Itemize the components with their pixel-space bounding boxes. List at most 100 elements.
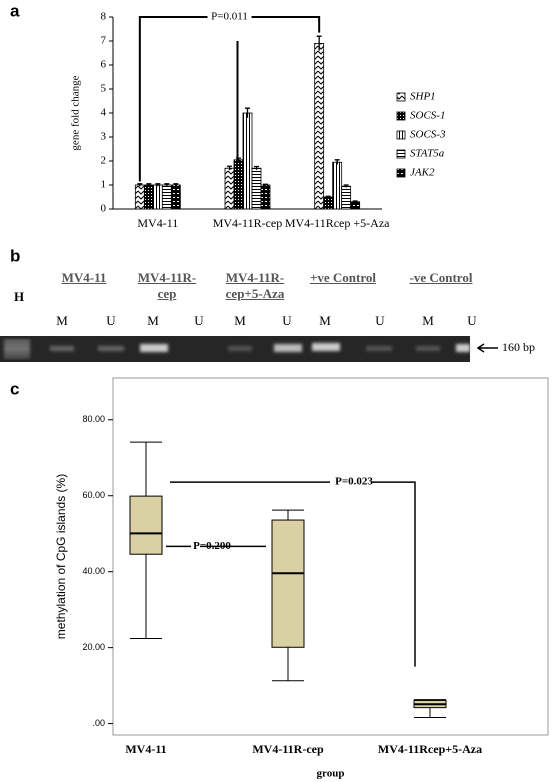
y-tick-label: 3 [101, 131, 107, 143]
x-tick-label: MV4-11 [125, 742, 166, 756]
y-tick-label: 2 [101, 155, 107, 167]
band-arrow [476, 343, 498, 353]
box [129, 495, 163, 555]
gel-group-label: +ve Control [309, 270, 377, 285]
error-bar [352, 200, 358, 203]
whisker-high [272, 509, 304, 521]
lane-label: M [319, 313, 331, 328]
x-tick-label: MV4-11Rcep +5-Aza [285, 216, 390, 230]
legend-label: JAK2 [410, 167, 435, 179]
error-bar [334, 159, 340, 165]
legend-swatch [396, 149, 406, 159]
annotation-bg [207, 10, 252, 24]
plot-frame [112, 377, 549, 736]
lane-label: U [375, 313, 385, 328]
band-size: 160 bp [502, 340, 535, 354]
lane-label: M [234, 313, 246, 328]
lane-label: U [106, 313, 116, 328]
bar [314, 43, 325, 210]
annotation: P=0.200 [193, 540, 231, 552]
x-tick-label: MV4-11Rcep+5-Aza [378, 742, 482, 756]
x-tick-label: MV4-11 [137, 216, 178, 230]
bar [242, 112, 253, 210]
y-tick-label: 60.00 [82, 490, 105, 500]
bar [341, 185, 352, 210]
legend-label: STAT5a [410, 148, 445, 160]
lane-label: U [467, 313, 477, 328]
lane-label: U [282, 313, 292, 328]
ladder-label: H [14, 289, 24, 304]
y-axis-label: gene fold change [70, 75, 82, 150]
whisker-high [130, 441, 162, 497]
gel-group-label: -ve Control [409, 270, 473, 285]
gel-image [0, 336, 470, 362]
bracket [138, 16, 321, 182]
gel-group-label: MV4-11R-cep [137, 270, 197, 301]
bar [161, 184, 172, 210]
lane-label: M [422, 313, 434, 328]
whisker-low [414, 707, 446, 719]
bracket [170, 481, 416, 667]
y-tick-label: 20.00 [82, 642, 105, 652]
bar [134, 184, 145, 210]
x-axis-label: group [317, 768, 345, 780]
y-tick-label: 4 [101, 107, 107, 119]
error-bar [316, 35, 322, 51]
annotation: P=0.023 [335, 476, 373, 488]
x-tick-label: MV4-11R-cep [213, 216, 283, 230]
y-tick-label: 40.00 [82, 566, 105, 576]
bar [323, 196, 334, 210]
bar [170, 184, 181, 210]
bar [332, 161, 343, 210]
y-tick-label: .00 [92, 718, 105, 728]
y-tick-label: 1 [101, 179, 107, 191]
panel-label: b [10, 246, 20, 265]
legend-swatch [396, 130, 406, 140]
error-bar [155, 183, 161, 187]
lane-label: M [56, 313, 68, 328]
legend-swatch [396, 92, 406, 102]
error-bar [263, 183, 268, 186]
y-tick-label: 6 [101, 59, 107, 71]
bar [152, 184, 163, 210]
error-bar [245, 107, 250, 118]
lane-label: U [194, 313, 204, 328]
y-tick-label: 5 [101, 83, 107, 95]
error-bar [227, 165, 232, 171]
error-bar [137, 183, 143, 187]
error-bar [325, 195, 331, 198]
bar [260, 184, 271, 210]
y-tick-label: 8 [101, 11, 107, 23]
bar [143, 184, 154, 210]
error-bar [343, 184, 349, 188]
legend-label: SOCS-3 [410, 129, 446, 141]
y-tick-label: 7 [101, 35, 107, 47]
whisker-low [130, 554, 162, 640]
legend-swatch [396, 111, 406, 121]
error-bar [164, 183, 170, 187]
y-tick-label: 80.00 [82, 414, 105, 424]
whisker-low [272, 647, 304, 682]
legend-label: SHP1 [410, 91, 436, 103]
error-bar [254, 165, 259, 170]
legend-swatch [396, 168, 406, 178]
bar [233, 159, 244, 210]
bar [251, 167, 262, 210]
y-tick-label: 0 [101, 203, 107, 215]
gel-group-label: MV4-11R-cep+5-Aza [225, 270, 285, 301]
panel-label: c [10, 379, 19, 398]
x-tick-label: MV4-11R-cep [252, 742, 324, 756]
error-bar [146, 183, 152, 187]
gel-group-label: MV4-11 [61, 270, 107, 285]
bar [224, 167, 235, 210]
lane-label: M [147, 313, 159, 328]
y-axis-label: methylation of CpG islands (%) [54, 474, 68, 639]
error-bar [173, 183, 179, 187]
box [271, 519, 305, 648]
panel-label: a [10, 1, 20, 20]
annotation: P=0.011 [211, 11, 248, 23]
bar [350, 201, 361, 210]
legend-label: SOCS-1 [410, 110, 445, 122]
